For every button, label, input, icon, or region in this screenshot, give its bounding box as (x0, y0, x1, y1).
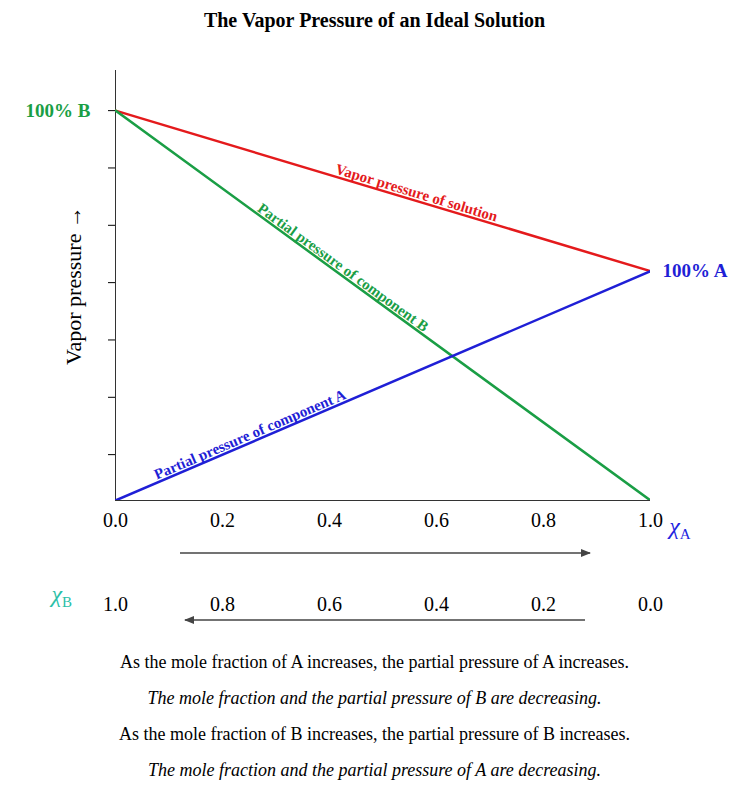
svg-text:Vapor pressure →: Vapor pressure → (61, 206, 86, 365)
svg-text:0.8: 0.8 (531, 509, 556, 531)
svg-text:0.4: 0.4 (424, 593, 449, 615)
html-text:As the mole fraction of A incr: As the mole fraction of A increases, the… (120, 652, 629, 672)
svg-text:100% A: 100% A (663, 260, 728, 281)
svg-text:χB: χB (49, 581, 72, 610)
svg-text:Vapor pressure of solution: Vapor pressure of solution (334, 161, 500, 225)
svg-text:Partial pressure of component: Partial pressure of component A (152, 386, 349, 482)
svg-text:χA: χA (667, 513, 691, 542)
svg-text:0.6: 0.6 (317, 593, 342, 615)
svg-text:0.0: 0.0 (103, 509, 128, 531)
svg-text:0.4: 0.4 (317, 509, 342, 531)
svg-text:100% B: 100% B (26, 100, 91, 121)
svg-text:0.8: 0.8 (210, 593, 235, 615)
svg-text:0.0: 0.0 (638, 593, 663, 615)
html-text:The mole fraction and the part: The mole fraction and the partial pressu… (147, 688, 602, 708)
svg-text:1.0: 1.0 (638, 509, 663, 531)
html-text:The mole fraction and the part: The mole fraction and the partial pressu… (147, 760, 602, 780)
html-text:The Vapor Pressure of an Ideal: The Vapor Pressure of an Ideal Solution (203, 9, 546, 31)
html-text:As the mole fraction of B incr: As the mole fraction of B increases, the… (119, 724, 630, 744)
svg-text:0.2: 0.2 (210, 509, 235, 531)
svg-text:1.0: 1.0 (103, 593, 128, 615)
svg-text:0.6: 0.6 (424, 509, 449, 531)
svg-text:Partial pressure of component: Partial pressure of component B (255, 200, 432, 335)
svg-text:0.2: 0.2 (531, 593, 556, 615)
